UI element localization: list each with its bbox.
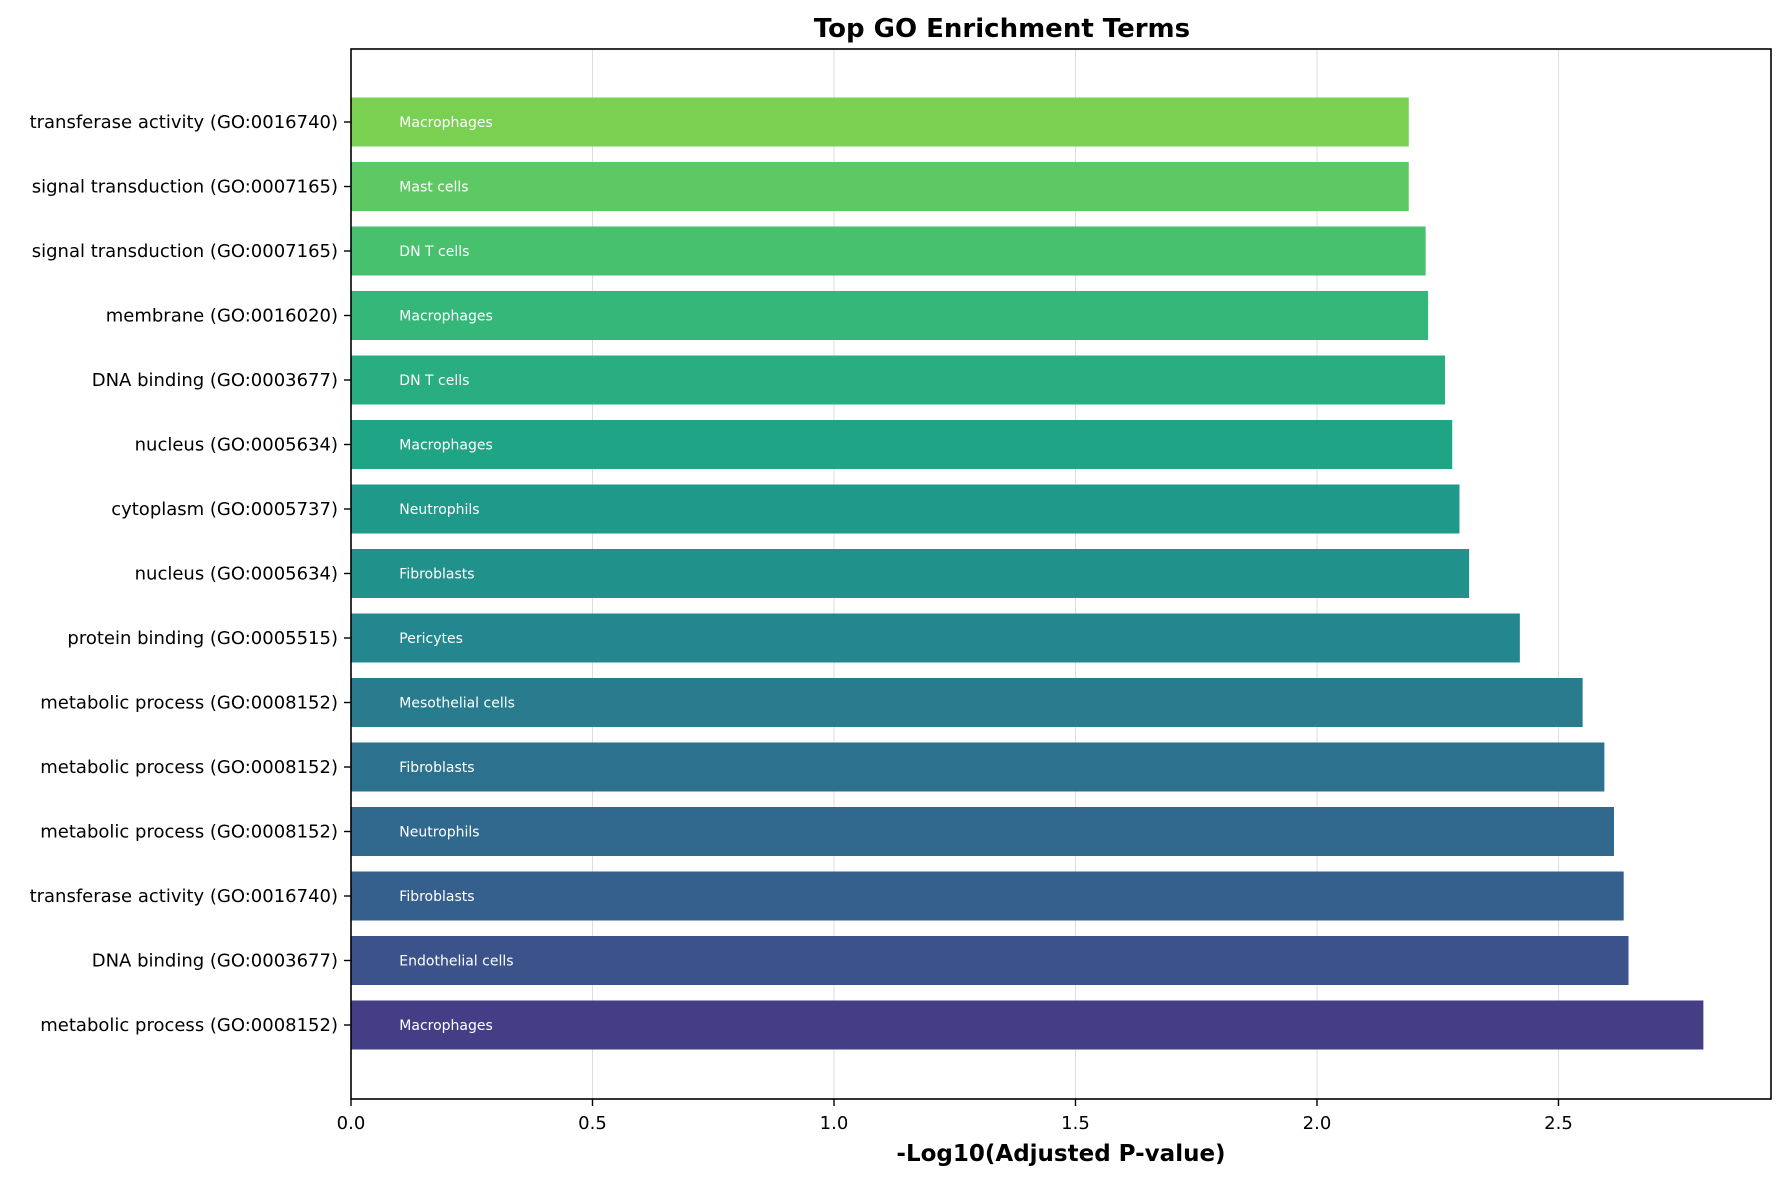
y-tick-label: transferase activity (GO:0016740) (30, 112, 338, 133)
bar (351, 291, 1429, 340)
bar (351, 807, 1615, 856)
x-axis-label: -Log10(Adjusted P-value) (896, 1141, 1225, 1167)
y-tick-label: signal transduction (GO:0007165) (32, 241, 338, 262)
x-tick-label: 0.5 (578, 1113, 607, 1134)
bar (351, 678, 1583, 727)
y-tick-label: cytoplasm (GO:0005737) (111, 499, 338, 520)
y-tick-label: metabolic process (GO:0008152) (40, 693, 338, 714)
bar (351, 936, 1629, 985)
bar (351, 226, 1426, 276)
x-axis-ticks: 0.0 0.5 1.0 1.5 2.0 2.5 (337, 1099, 1573, 1134)
bar-cell-type-label: Macrophages (399, 115, 493, 131)
bar-cell-type-label: DN T cells (399, 373, 469, 389)
x-tick-label: 1.0 (820, 1113, 849, 1134)
bar-cell-type-label: Mesothelial cells (399, 696, 515, 712)
chart-title: Top GO Enrichment Terms (814, 14, 1190, 44)
y-tick-label: protein binding (GO:0005515) (67, 628, 338, 649)
y-tick-label: membrane (GO:0016020) (106, 306, 338, 327)
x-tick-label: 2.0 (1303, 1113, 1332, 1134)
y-axis-ticks: transferase activity (GO:0016740) signal … (30, 112, 351, 1036)
y-tick-label: signal transduction (GO:0007165) (32, 177, 338, 198)
y-tick-label: DNA binding (GO:0003677) (92, 370, 338, 391)
bar (351, 420, 1453, 469)
bar-cell-type-label: Fibroblasts (399, 567, 474, 583)
bar-cell-type-label: Macrophages (399, 1018, 493, 1034)
bar (351, 871, 1624, 921)
bar-cell-type-label: Fibroblasts (399, 760, 474, 776)
y-tick-label: metabolic process (GO:0008152) (40, 822, 338, 843)
bar-cell-type-label: Endothelial cells (399, 954, 513, 970)
y-tick-label: nucleus (GO:0005634) (135, 435, 338, 456)
bars: Macrophages Mast cells DN T cells Macrophag… (351, 97, 1704, 1050)
bar-cell-type-label: Macrophages (399, 438, 493, 454)
x-tick-label: 2.5 (1544, 1113, 1573, 1134)
bar-cell-type-label: Pericytes (399, 631, 463, 647)
x-tick-label: 1.5 (1061, 1113, 1090, 1134)
y-tick-label: nucleus (GO:0005634) (135, 564, 338, 585)
bar (351, 162, 1409, 211)
bar (351, 549, 1470, 598)
bar-cell-type-label: Mast cells (399, 180, 468, 196)
bar (351, 355, 1445, 405)
bar-cell-type-label: Neutrophils (399, 825, 479, 841)
y-tick-label: metabolic process (GO:0008152) (40, 757, 338, 778)
y-tick-label: metabolic process (GO:0008152) (40, 1015, 338, 1036)
y-tick-label: transferase activity (GO:0016740) (30, 886, 338, 907)
bar-cell-type-label: Fibroblasts (399, 889, 474, 905)
bar (351, 1000, 1704, 1050)
y-tick-label: DNA binding (GO:0003677) (92, 951, 338, 972)
bar-cell-type-label: Macrophages (399, 309, 493, 325)
bar (351, 484, 1460, 534)
x-tick-label: 0.0 (337, 1113, 366, 1134)
bar-cell-type-label: DN T cells (399, 244, 469, 260)
plot-frame (350, 48, 1772, 1100)
bar-cell-type-label: Neutrophils (399, 502, 479, 518)
bar (351, 613, 1520, 663)
bar (351, 742, 1605, 792)
bar (351, 97, 1409, 147)
